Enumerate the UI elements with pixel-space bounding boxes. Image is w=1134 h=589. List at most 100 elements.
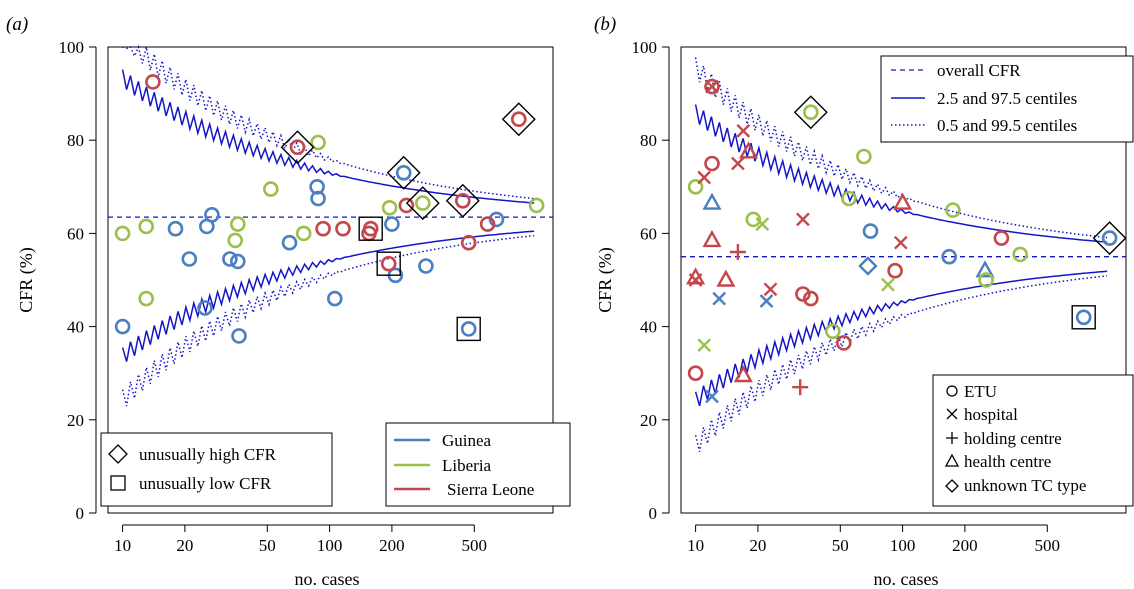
square-icon (110, 475, 126, 491)
x-tick-label: 100 (317, 536, 343, 555)
data-point-sierra-leone (893, 235, 908, 250)
data-point-liberia (687, 179, 704, 195)
data-point-sierra-leone (792, 379, 809, 396)
cross-icon (946, 408, 958, 420)
unusually-high-cfr-mark (1092, 221, 1127, 256)
unusually-high-cfr-mark (386, 155, 421, 190)
legend-label: Liberia (442, 456, 492, 475)
data-point-sierra-leone (795, 286, 811, 302)
data-point-liberia (528, 197, 545, 214)
y-tick-label: 100 (632, 38, 658, 57)
legend-label: ETU (964, 382, 997, 401)
data-point-liberia (945, 202, 961, 218)
panel-a-axes: 10 20 50 100 200 500 0 20 40 60 80 100 (59, 38, 488, 555)
y-tick-label: 0 (76, 504, 85, 523)
legend-label: unusually high CFR (139, 445, 277, 464)
data-point-guinea (1101, 230, 1118, 246)
data-point-guinea (712, 291, 727, 306)
data-point-guinea (384, 216, 400, 232)
data-point-sierra-leone (702, 229, 722, 248)
data-point-liberia (262, 181, 279, 197)
legend-label: holding centre (964, 429, 1062, 448)
data-point-liberia (138, 290, 154, 307)
legend-box (880, 55, 1134, 143)
x-tick-label: 200 (952, 536, 978, 555)
data-point-guinea (204, 207, 220, 223)
data-point-sierra-leone (335, 220, 351, 237)
diamond-icon (945, 479, 959, 493)
legend-box (932, 374, 1134, 507)
unusually-low-cfr-mark (456, 316, 481, 342)
data-point-sierra-leone (802, 290, 819, 307)
legend-label: hospital (964, 405, 1018, 424)
panel-a-x-axis-title: no. cases (295, 569, 360, 589)
data-point-guinea (460, 321, 477, 337)
data-point-sierra-leone (688, 273, 703, 287)
data-point-guinea (705, 389, 719, 404)
x-tick-label: 50 (259, 536, 276, 555)
legend-label: overall CFR (937, 61, 1021, 80)
data-point-sierra-leone (736, 124, 751, 138)
panel-b-points (686, 78, 1118, 404)
data-point-liberia (381, 200, 398, 216)
x-tick-label: 20 (176, 536, 193, 555)
data-point-sierra-leone (835, 335, 852, 351)
data-point-sierra-leone (887, 262, 903, 279)
data-point-liberia (824, 323, 841, 340)
panel-b-y-axis-title: CFR (%) (595, 247, 616, 313)
panel-a-label: (a) (6, 14, 28, 35)
y-tick-label: 80 (67, 131, 84, 150)
x-tick-label: 500 (1035, 536, 1061, 555)
y-tick-label: 40 (640, 318, 657, 337)
data-point-sierra-leone (704, 78, 720, 95)
data-point-sierra-leone (697, 170, 712, 185)
data-point-liberia (697, 338, 712, 353)
legend-box (100, 432, 333, 507)
panel-b-x-axis-title: no. cases (874, 569, 939, 589)
y-tick-label: 80 (640, 131, 657, 150)
data-point-sierra-leone (716, 269, 736, 287)
data-point-sierra-leone (705, 79, 719, 94)
data-point-guinea (114, 318, 131, 335)
data-point-guinea (231, 328, 247, 344)
data-point-guinea (197, 300, 213, 316)
x-tick-label: 50 (832, 536, 849, 555)
unusually-low-cfr-mark (1071, 305, 1096, 330)
centile-2-5-97-5-line (121, 69, 535, 204)
legend-label: 0.5 and 99.5 centiles (937, 116, 1077, 135)
data-point-guinea (975, 260, 995, 278)
data-point-sierra-leone (289, 139, 306, 155)
data-point-liberia (414, 195, 431, 211)
panel-a-y-axis-title: CFR (%) (16, 247, 37, 313)
unusually-high-cfr-mark (793, 95, 828, 130)
data-point-guinea (858, 256, 878, 276)
data-point-liberia (745, 211, 762, 228)
data-point-guinea (326, 290, 343, 307)
data-point-guinea (230, 253, 246, 270)
unusually-high-cfr-mark (405, 186, 440, 221)
y-tick-label: 60 (640, 224, 657, 243)
unusually-high-cfr-mark (280, 130, 315, 165)
y-tick-label: 100 (59, 38, 85, 57)
x-tick-label: 10 (687, 536, 704, 555)
data-point-liberia (310, 134, 326, 151)
centile-0-5-99-5-line (122, 44, 535, 200)
panel-a-points (114, 74, 545, 344)
panel-a-legend-countries: Guinea Liberia Sierra Leone (385, 422, 571, 507)
data-point-sierra-leone (893, 192, 913, 210)
legend-label: Guinea (442, 431, 492, 450)
data-point-sierra-leone (362, 220, 379, 237)
unusually-low-cfr-mark (358, 216, 383, 241)
x-tick-label: 500 (462, 536, 488, 555)
data-point-liberia (114, 225, 131, 242)
data-point-guinea (395, 165, 412, 181)
x-tick-label: 200 (379, 536, 405, 555)
data-point-liberia (230, 216, 246, 232)
data-point-guinea (1075, 309, 1092, 326)
data-point-sierra-leone (380, 255, 397, 272)
circle-icon (946, 385, 958, 397)
data-point-guinea (181, 251, 198, 267)
centile-0-5-99-5-line (121, 234, 535, 407)
x-tick-label: 10 (114, 536, 131, 555)
